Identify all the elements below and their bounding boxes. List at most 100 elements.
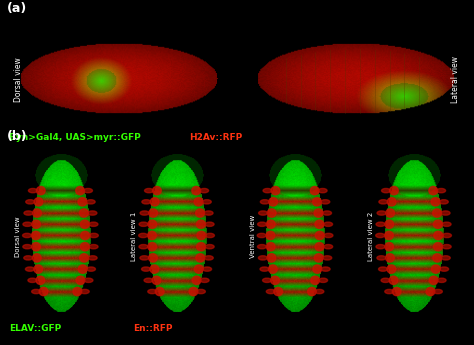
Ellipse shape [271, 276, 279, 285]
Ellipse shape [434, 231, 443, 240]
Ellipse shape [441, 211, 450, 215]
Ellipse shape [89, 222, 98, 226]
Ellipse shape [431, 265, 440, 273]
Ellipse shape [308, 287, 316, 296]
Ellipse shape [203, 267, 211, 271]
Ellipse shape [23, 233, 31, 238]
Ellipse shape [385, 220, 393, 228]
Ellipse shape [439, 200, 448, 204]
Text: H2Av::RFP: H2Av::RFP [190, 134, 243, 142]
Ellipse shape [321, 267, 330, 271]
Ellipse shape [31, 231, 40, 240]
Ellipse shape [206, 233, 214, 238]
Ellipse shape [142, 267, 150, 271]
Ellipse shape [260, 267, 269, 271]
Ellipse shape [139, 245, 148, 249]
Ellipse shape [83, 188, 92, 193]
Ellipse shape [259, 211, 267, 215]
Ellipse shape [379, 267, 387, 271]
Ellipse shape [379, 200, 388, 204]
Ellipse shape [23, 222, 32, 226]
Ellipse shape [139, 222, 148, 226]
Ellipse shape [315, 243, 324, 251]
Ellipse shape [319, 278, 328, 283]
Ellipse shape [311, 276, 319, 285]
Ellipse shape [150, 198, 159, 206]
Ellipse shape [443, 233, 451, 238]
Text: (b): (b) [7, 130, 28, 143]
Ellipse shape [434, 243, 442, 251]
Ellipse shape [429, 186, 438, 195]
Ellipse shape [324, 245, 333, 249]
Ellipse shape [392, 287, 401, 296]
Text: Lateral view 1: Lateral view 1 [131, 211, 137, 261]
Ellipse shape [387, 265, 396, 273]
Text: Lateral view: Lateral view [451, 56, 460, 103]
Ellipse shape [197, 243, 205, 251]
Ellipse shape [88, 211, 97, 215]
Ellipse shape [194, 265, 203, 273]
Ellipse shape [34, 198, 43, 206]
Ellipse shape [441, 256, 450, 260]
Ellipse shape [197, 231, 206, 240]
Ellipse shape [257, 245, 266, 249]
Ellipse shape [194, 198, 203, 206]
Ellipse shape [78, 198, 87, 206]
Ellipse shape [376, 233, 384, 238]
Ellipse shape [81, 231, 90, 240]
Text: Byn>Gal4, UAS>myr::GFP: Byn>Gal4, UAS>myr::GFP [9, 134, 141, 142]
Ellipse shape [34, 265, 43, 273]
Ellipse shape [155, 287, 164, 296]
Ellipse shape [274, 287, 283, 296]
Ellipse shape [376, 222, 385, 226]
Ellipse shape [140, 256, 149, 260]
Ellipse shape [28, 278, 37, 283]
Ellipse shape [32, 220, 40, 228]
Ellipse shape [315, 231, 324, 240]
Ellipse shape [267, 209, 276, 217]
Ellipse shape [433, 209, 441, 217]
Ellipse shape [257, 222, 266, 226]
Ellipse shape [204, 211, 213, 215]
Ellipse shape [321, 200, 330, 204]
Ellipse shape [377, 256, 386, 260]
Ellipse shape [318, 188, 327, 193]
Ellipse shape [429, 276, 438, 285]
Ellipse shape [315, 289, 324, 294]
Ellipse shape [189, 287, 198, 296]
Ellipse shape [205, 245, 214, 249]
Text: En::RFP: En::RFP [133, 324, 172, 333]
Ellipse shape [36, 186, 45, 195]
Ellipse shape [440, 267, 448, 271]
Ellipse shape [263, 278, 272, 283]
Ellipse shape [148, 220, 156, 228]
Ellipse shape [39, 287, 48, 296]
Ellipse shape [314, 254, 323, 262]
Ellipse shape [87, 267, 95, 271]
Ellipse shape [148, 289, 157, 294]
Ellipse shape [431, 198, 440, 206]
Ellipse shape [150, 265, 159, 273]
Ellipse shape [323, 256, 332, 260]
Ellipse shape [88, 256, 97, 260]
Ellipse shape [313, 198, 321, 206]
Ellipse shape [196, 254, 204, 262]
Ellipse shape [81, 243, 89, 251]
Ellipse shape [324, 222, 333, 226]
Ellipse shape [140, 211, 149, 215]
Ellipse shape [192, 186, 201, 195]
Ellipse shape [323, 211, 331, 215]
Ellipse shape [148, 243, 156, 251]
Ellipse shape [377, 211, 386, 215]
Ellipse shape [269, 198, 277, 206]
Ellipse shape [202, 200, 211, 204]
Ellipse shape [385, 289, 394, 294]
Ellipse shape [192, 276, 201, 285]
Ellipse shape [386, 254, 394, 262]
Ellipse shape [32, 243, 40, 251]
Ellipse shape [142, 200, 151, 204]
Ellipse shape [437, 188, 446, 193]
Ellipse shape [442, 222, 451, 226]
Ellipse shape [196, 209, 204, 217]
Ellipse shape [32, 289, 41, 294]
